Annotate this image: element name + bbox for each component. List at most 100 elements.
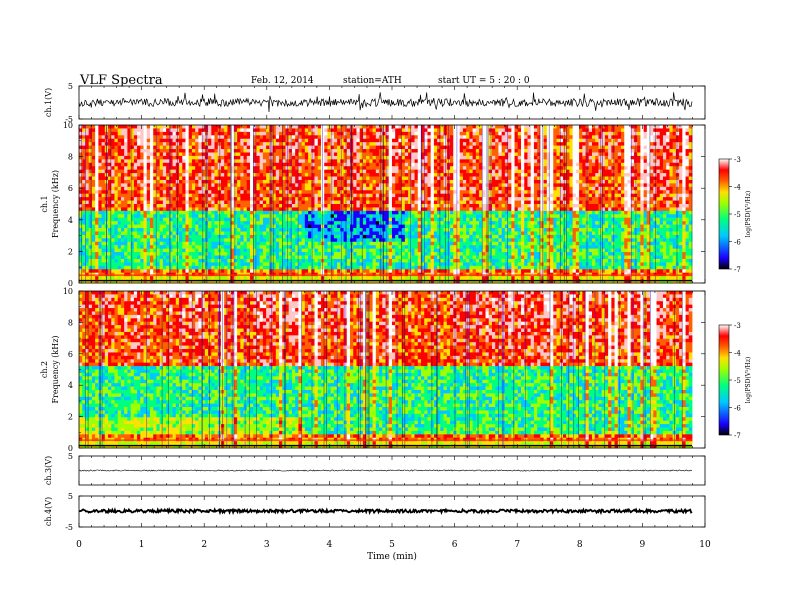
spectrogram-cell — [533, 135, 538, 140]
spectrogram-cell — [514, 169, 519, 174]
spectrogram-cell — [643, 152, 648, 157]
spectrogram-cell — [543, 162, 548, 167]
spectrogram-cell — [98, 183, 102, 188]
spectrogram-cell — [627, 173, 632, 177]
spectrogram-cell — [117, 152, 122, 157]
spectrogram-cell — [246, 183, 251, 188]
spectrogram-cell — [311, 128, 315, 133]
spectrogram-cell — [530, 179, 535, 184]
spectrogram-cell — [582, 179, 586, 184]
spectrogram-cell — [385, 125, 390, 129]
spectrogram-cell — [162, 207, 167, 212]
spectrogram-cell — [298, 166, 303, 171]
spectrogram-cell — [433, 204, 438, 208]
spectrogram-cell — [453, 145, 457, 150]
spectrogram-cell — [204, 169, 209, 174]
spectrogram-cell — [353, 210, 357, 215]
spectrogram-cell — [385, 169, 390, 174]
spectrogram-cell — [401, 200, 406, 205]
spectrogram-cell — [637, 190, 641, 195]
spectrogram-cell — [279, 173, 283, 177]
spectrogram-cell — [82, 186, 86, 191]
spectrogram-cell — [498, 173, 503, 177]
spectrogram-cell — [608, 128, 612, 133]
spectrogram-cell — [611, 166, 615, 171]
spectrogram-cell — [291, 190, 296, 195]
spectrogram-cell — [340, 193, 344, 198]
spectrogram-cell — [533, 197, 538, 201]
spectrogram-cell — [385, 186, 390, 191]
spectrogram-cell — [253, 179, 257, 184]
spectrogram-cell — [601, 149, 606, 153]
spectrogram-cell — [214, 152, 219, 157]
spectrogram-cell — [179, 176, 183, 181]
spectrogram-cell — [388, 193, 393, 198]
spectrogram-cell — [146, 125, 151, 129]
spectrogram-cell — [562, 152, 567, 157]
spectrogram-cell — [540, 176, 544, 181]
spectrogram-cell — [317, 138, 322, 143]
spectrogram-cell — [624, 204, 628, 208]
spectrogram-cell — [688, 145, 693, 150]
spectrogram-cell — [133, 190, 138, 195]
spectrogram-cell — [430, 197, 435, 201]
spectrogram-cell — [256, 173, 261, 177]
spectrogram-cell — [79, 162, 83, 167]
spectrogram-cell — [459, 169, 464, 174]
spectrogram-cell — [630, 142, 635, 146]
spectrogram-cell — [153, 183, 157, 188]
spectrogram-cell — [501, 200, 506, 205]
spectrogram-cell — [666, 135, 670, 140]
spectrogram-cell — [214, 210, 219, 215]
spectrogram-cell — [437, 128, 441, 133]
spectrogram-cell — [514, 179, 519, 184]
spectrogram-cell — [195, 207, 199, 212]
spectrogram-cell — [482, 179, 486, 184]
spectrogram-cell — [472, 162, 477, 167]
spectrogram-cell — [566, 186, 570, 191]
spectrogram-cell — [401, 183, 406, 188]
spectrogram-cell — [666, 204, 670, 208]
spectrogram-cell — [169, 190, 173, 195]
spectrogram-cell — [127, 197, 132, 201]
spectrogram-cell — [182, 155, 186, 160]
spectrogram-cell — [233, 166, 238, 171]
spectrogram-cell — [501, 166, 506, 171]
spectrogram-cell — [591, 173, 596, 177]
spectrogram-cell — [172, 183, 177, 188]
spectrogram-cell — [140, 138, 144, 143]
spectrogram-cell — [237, 149, 241, 153]
spectrogram-cell — [330, 179, 335, 184]
spectrogram-cell — [88, 125, 93, 129]
spectrogram-cell — [117, 128, 122, 133]
spectrogram-cell — [146, 131, 151, 136]
spectrogram-cell — [688, 128, 693, 133]
spectrogram-cell — [621, 193, 625, 198]
spectrogram-cell — [666, 159, 670, 164]
spectrogram-cell — [346, 149, 351, 153]
spectrogram-cell — [433, 193, 438, 198]
spectrogram-cell — [491, 193, 496, 198]
spectrogram-cell — [279, 162, 283, 167]
spectrogram-cell — [153, 169, 157, 174]
spectrogram-cell — [524, 190, 528, 195]
spectrogram-cell — [253, 131, 257, 136]
spectrogram-cell — [488, 200, 493, 205]
spectrogram-cell — [411, 190, 415, 195]
spectrogram-cell — [504, 200, 509, 205]
spectrogram-cell — [91, 210, 96, 215]
spectrogram-cell — [295, 197, 299, 201]
spectrogram-cell — [133, 152, 138, 157]
spectrogram-cell — [488, 186, 493, 191]
spectrogram-cell — [211, 210, 215, 215]
spectrogram-cell — [330, 200, 335, 205]
spectrogram-cell — [456, 162, 461, 167]
spectrogram-cell — [582, 128, 586, 133]
spectrogram-cell — [688, 190, 693, 195]
spectrogram-cell — [130, 162, 135, 167]
spectrogram-cell — [369, 176, 373, 181]
spectrogram-cell — [540, 149, 544, 153]
spectrogram-cell — [117, 138, 122, 143]
spectrogram-cell — [527, 200, 532, 205]
spectrogram-cell — [91, 131, 96, 136]
